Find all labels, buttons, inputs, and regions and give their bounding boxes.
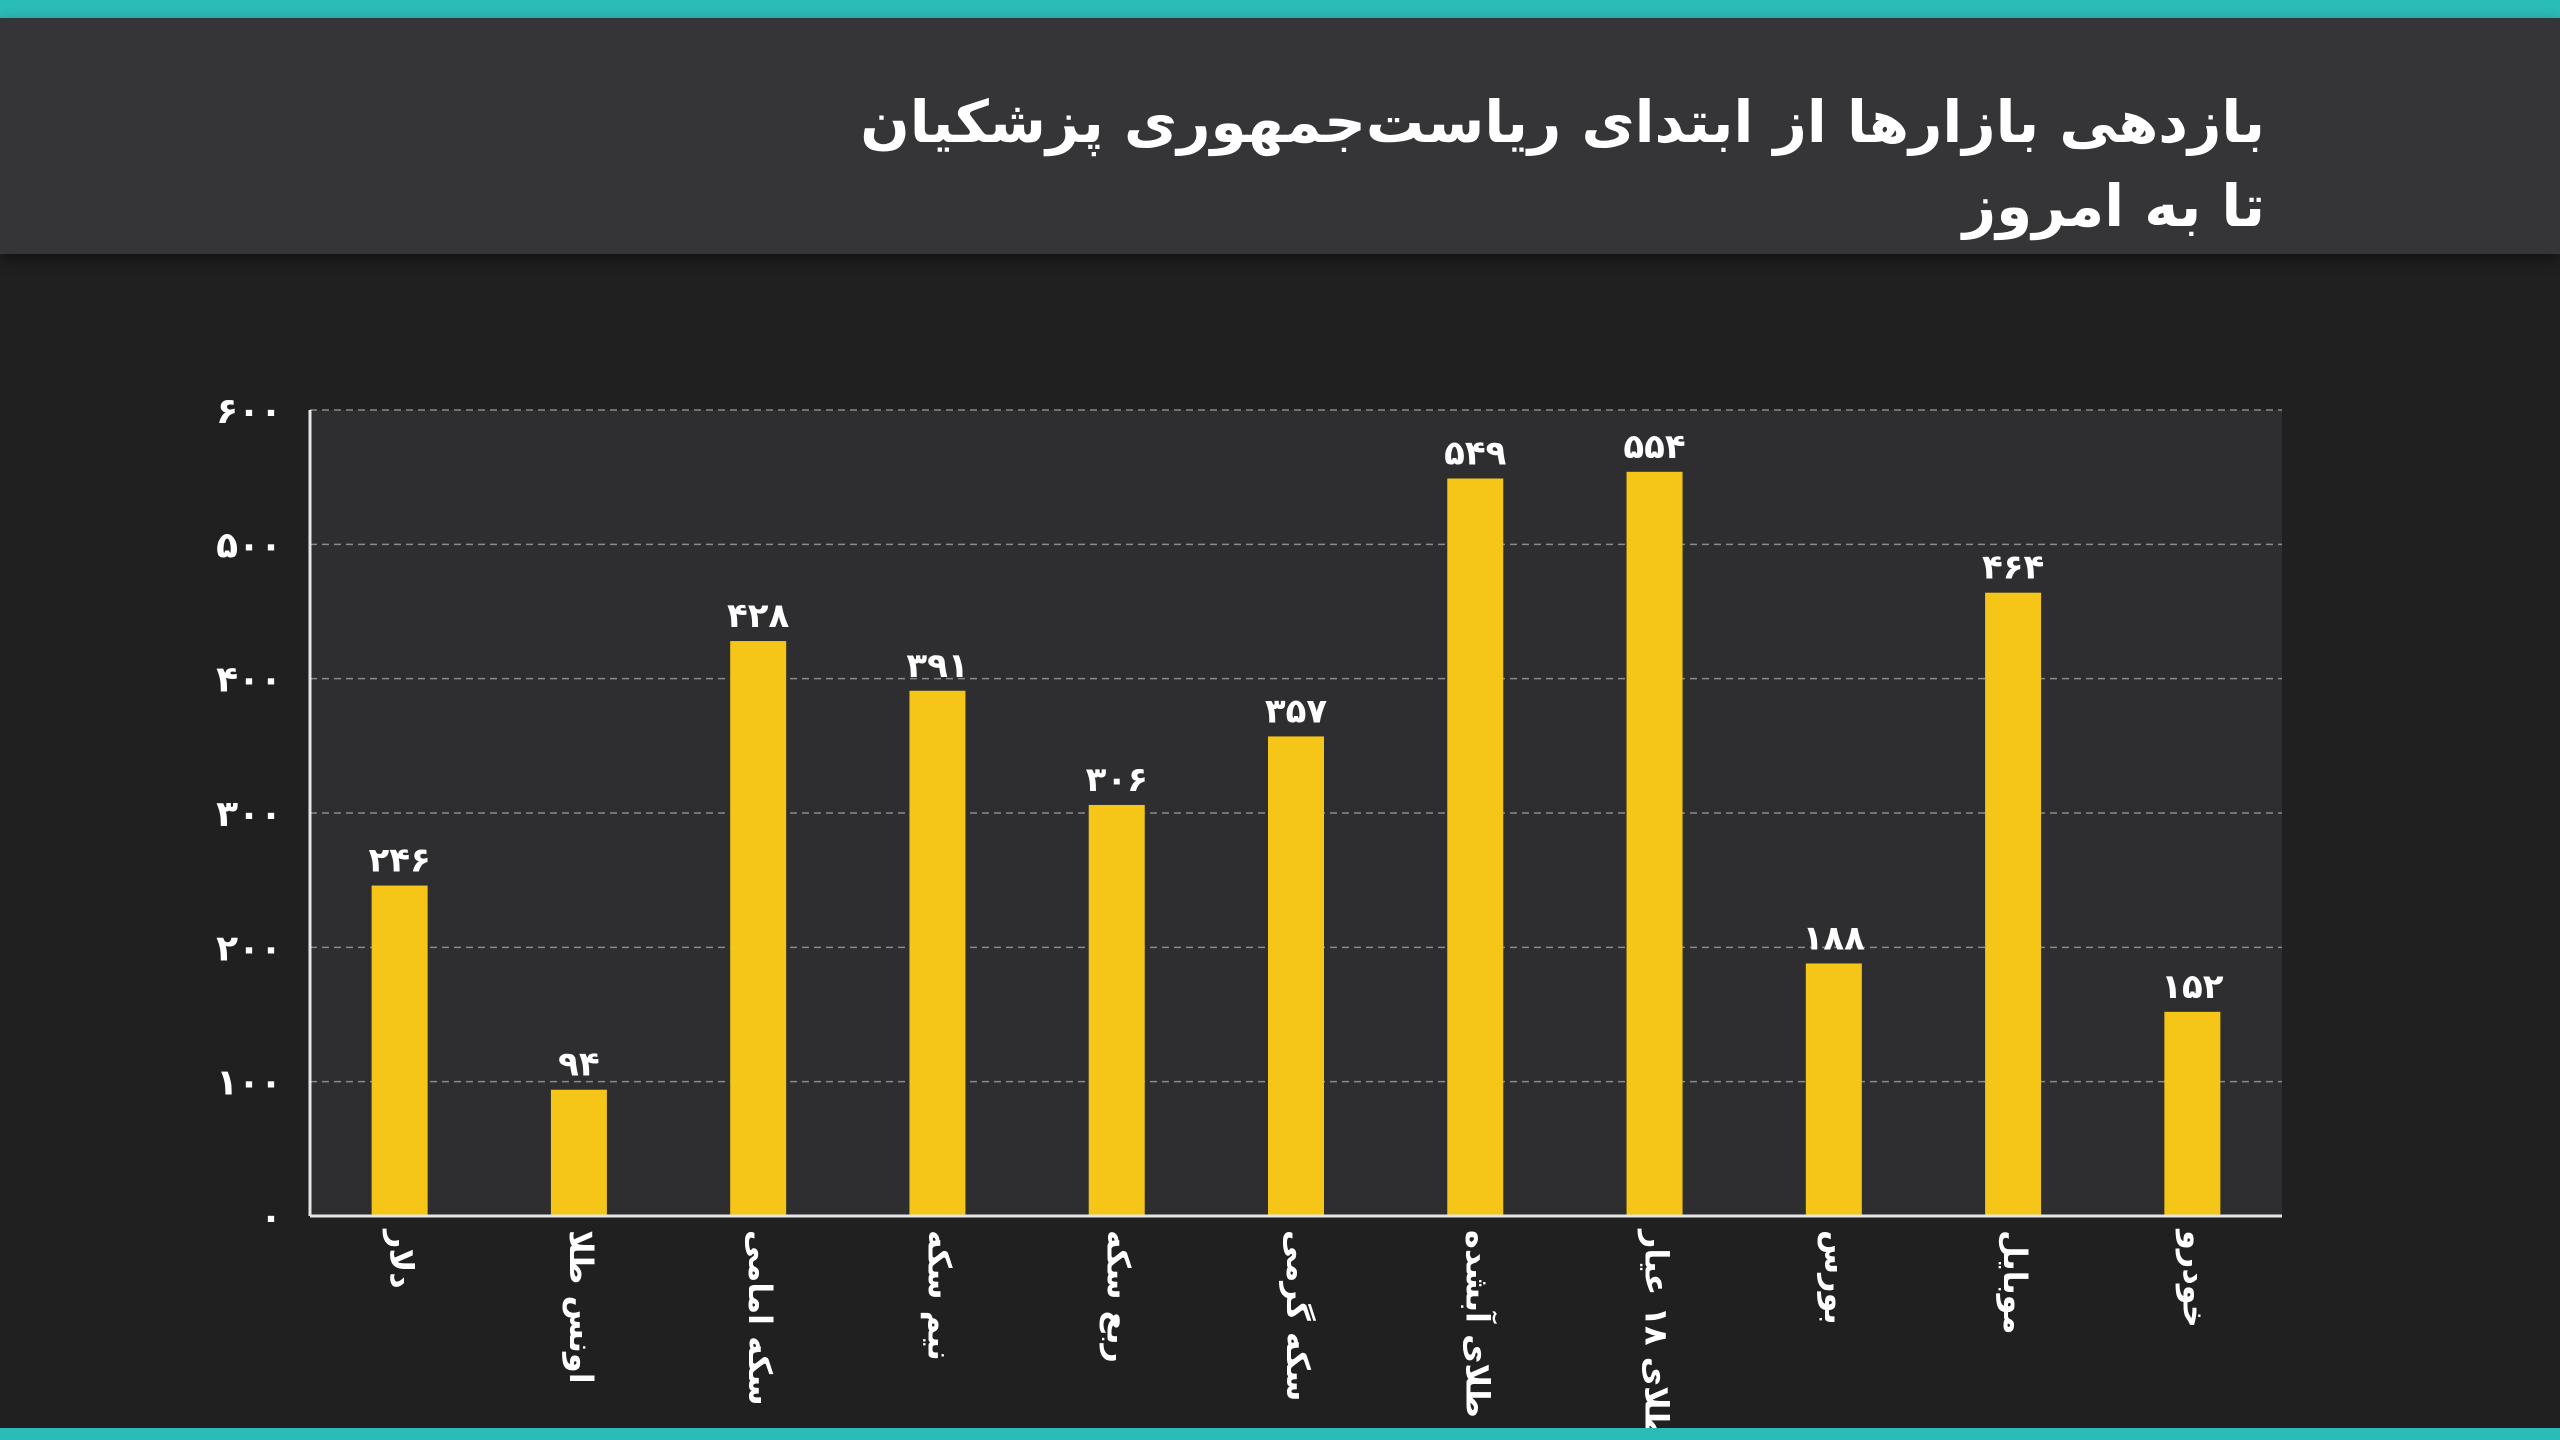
category-label: ربع سکه bbox=[1100, 1230, 1138, 1363]
y-tick-label: ۵۰۰ bbox=[216, 525, 282, 566]
bar bbox=[1268, 736, 1324, 1216]
bar bbox=[371, 885, 428, 1216]
bar-value-label: ۳۰۶ bbox=[1086, 760, 1148, 800]
bar bbox=[1985, 592, 2042, 1216]
bar-value-label: ۵۵۴ bbox=[1623, 427, 1685, 467]
chart-header: بازدهی بازارها از ابتدای ریاست‌جمهوری پز… bbox=[0, 18, 2560, 254]
category-label: سکه امامی bbox=[741, 1230, 779, 1406]
chart-title: بازدهی بازارها از ابتدای ریاست‌جمهوری پز… bbox=[665, 80, 2265, 248]
top-accent-band bbox=[0, 0, 2560, 18]
value-labels: ۲۴۶ ۹۴ ۴۲۸ ۳۹۱ ۳۰۶ ۳۵۷ ۵۴۹ ۵۵۴ ۱۸۸ ۴۶۴ ۱۵۲ bbox=[369, 427, 2224, 1085]
category-label: سکه گرمی bbox=[1279, 1230, 1317, 1401]
bar bbox=[1805, 963, 1862, 1216]
bar bbox=[1088, 804, 1145, 1216]
bar bbox=[909, 690, 966, 1216]
y-tick-label: ۱۰۰ bbox=[216, 1063, 282, 1104]
bar-value-label: ۱۸۸ bbox=[1803, 918, 1866, 958]
bar-value-label: ۳۵۷ bbox=[1265, 691, 1328, 731]
category-label: دلار bbox=[383, 1228, 421, 1289]
chart-title-line2: تا به امروز bbox=[1962, 172, 2265, 240]
bar bbox=[1626, 471, 1683, 1216]
bar bbox=[730, 641, 787, 1216]
category-label: خودرو bbox=[2175, 1228, 2213, 1328]
bar-value-label: ۹۴ bbox=[558, 1045, 600, 1085]
y-tick-label: ۳۰۰ bbox=[216, 794, 282, 835]
category-label: اونس طلا bbox=[562, 1230, 600, 1384]
category-label: نیم سکه bbox=[920, 1230, 958, 1361]
bars bbox=[371, 471, 2221, 1216]
chart-title-line1: بازدهی بازارها از ابتدای ریاست‌جمهوری پز… bbox=[860, 88, 2265, 156]
category-labels: دلار اونس طلا سکه امامی نیم سکه ربع سکه سکه گ… bbox=[383, 1228, 2214, 1440]
bar-value-label: ۳۹۱ bbox=[906, 646, 968, 686]
bar-value-label: ۱۵۲ bbox=[2161, 967, 2224, 1007]
category-label: موبایل bbox=[1996, 1230, 2034, 1334]
bar bbox=[550, 1089, 607, 1216]
bar-value-label: ۵۴۹ bbox=[1444, 434, 1507, 474]
y-tick-label: ۲۰۰ bbox=[216, 928, 282, 969]
category-label: طلای ۱۸ عیار bbox=[1638, 1228, 1676, 1440]
bar-value-label: ۴۶۴ bbox=[1982, 548, 2044, 588]
bar bbox=[2164, 1011, 2221, 1216]
bar bbox=[1447, 478, 1504, 1216]
y-axis-ticks: ۰ ۱۰۰ ۲۰۰ ۳۰۰ ۴۰۰ ۵۰۰ ۶۰۰ bbox=[216, 391, 282, 1238]
category-label: بورس bbox=[1817, 1230, 1855, 1325]
y-tick-label: ۴۰۰ bbox=[216, 660, 282, 701]
bar-value-label: ۴۲۸ bbox=[727, 596, 790, 636]
category-label: طلای آبشده bbox=[1458, 1230, 1497, 1418]
y-tick-label: ۰ bbox=[260, 1197, 282, 1238]
bar-value-label: ۲۴۶ bbox=[369, 841, 431, 881]
y-tick-label: ۶۰۰ bbox=[216, 391, 282, 432]
bottom-accent-band bbox=[0, 1428, 2560, 1440]
